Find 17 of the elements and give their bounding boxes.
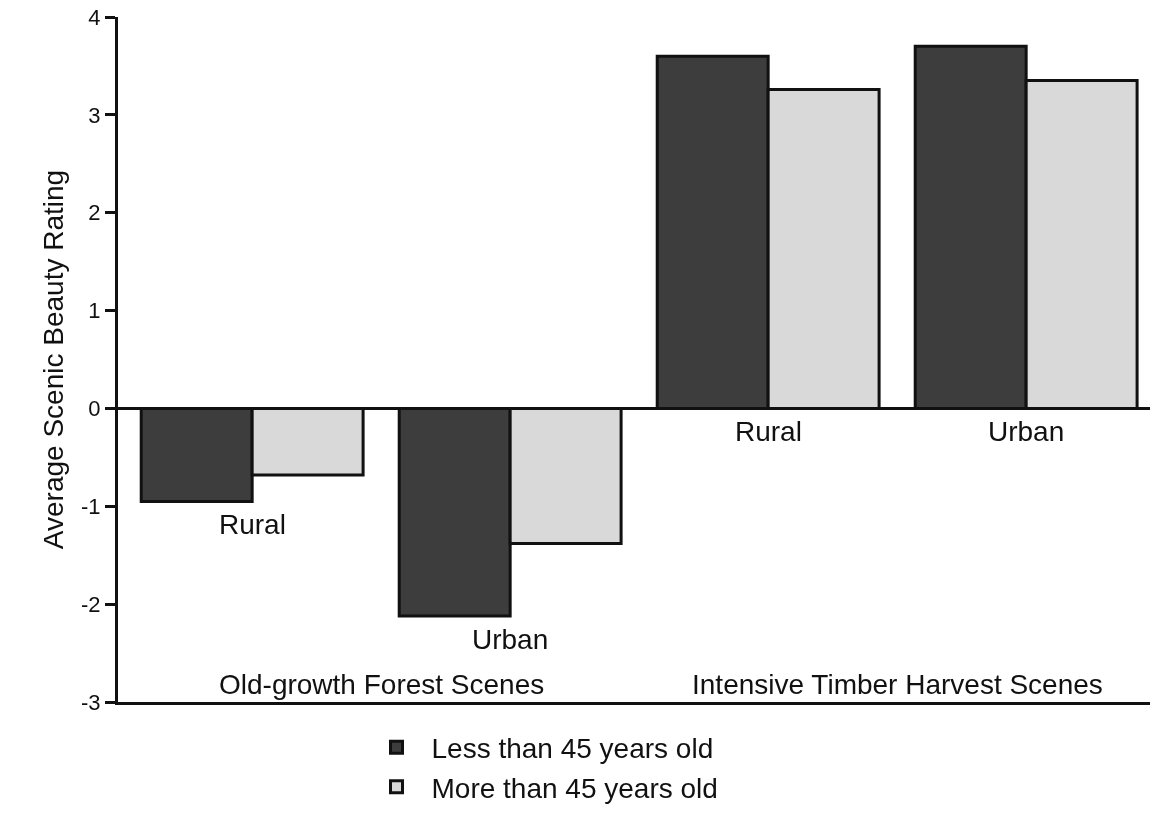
y-tick-label: -1 <box>81 493 101 519</box>
x-tick-label: Urban <box>472 624 549 655</box>
y-axis-title: Average Scenic Beauty Rating <box>37 169 69 550</box>
y-tick-label: 1 <box>88 298 101 324</box>
y-tick-label: 2 <box>88 200 101 226</box>
annotation: Old-growth Forest Scenes <box>219 669 545 700</box>
x-tick-label: Rural <box>219 509 286 540</box>
x-tick-label: Urban <box>988 416 1065 447</box>
y-tick-label: 3 <box>88 102 101 128</box>
y-tick-label: -3 <box>81 689 101 715</box>
annotation: Intensive Timber Harvest Scenes <box>692 669 1103 700</box>
y-tick-label: 0 <box>88 396 101 422</box>
y-tick-label: 4 <box>88 4 101 30</box>
legend-label: More than 45 years old <box>431 772 718 804</box>
legend-label: Less than 45 years old <box>431 733 714 765</box>
y-tick-label: -2 <box>81 591 101 617</box>
x-tick-label: Rural <box>735 416 802 447</box>
